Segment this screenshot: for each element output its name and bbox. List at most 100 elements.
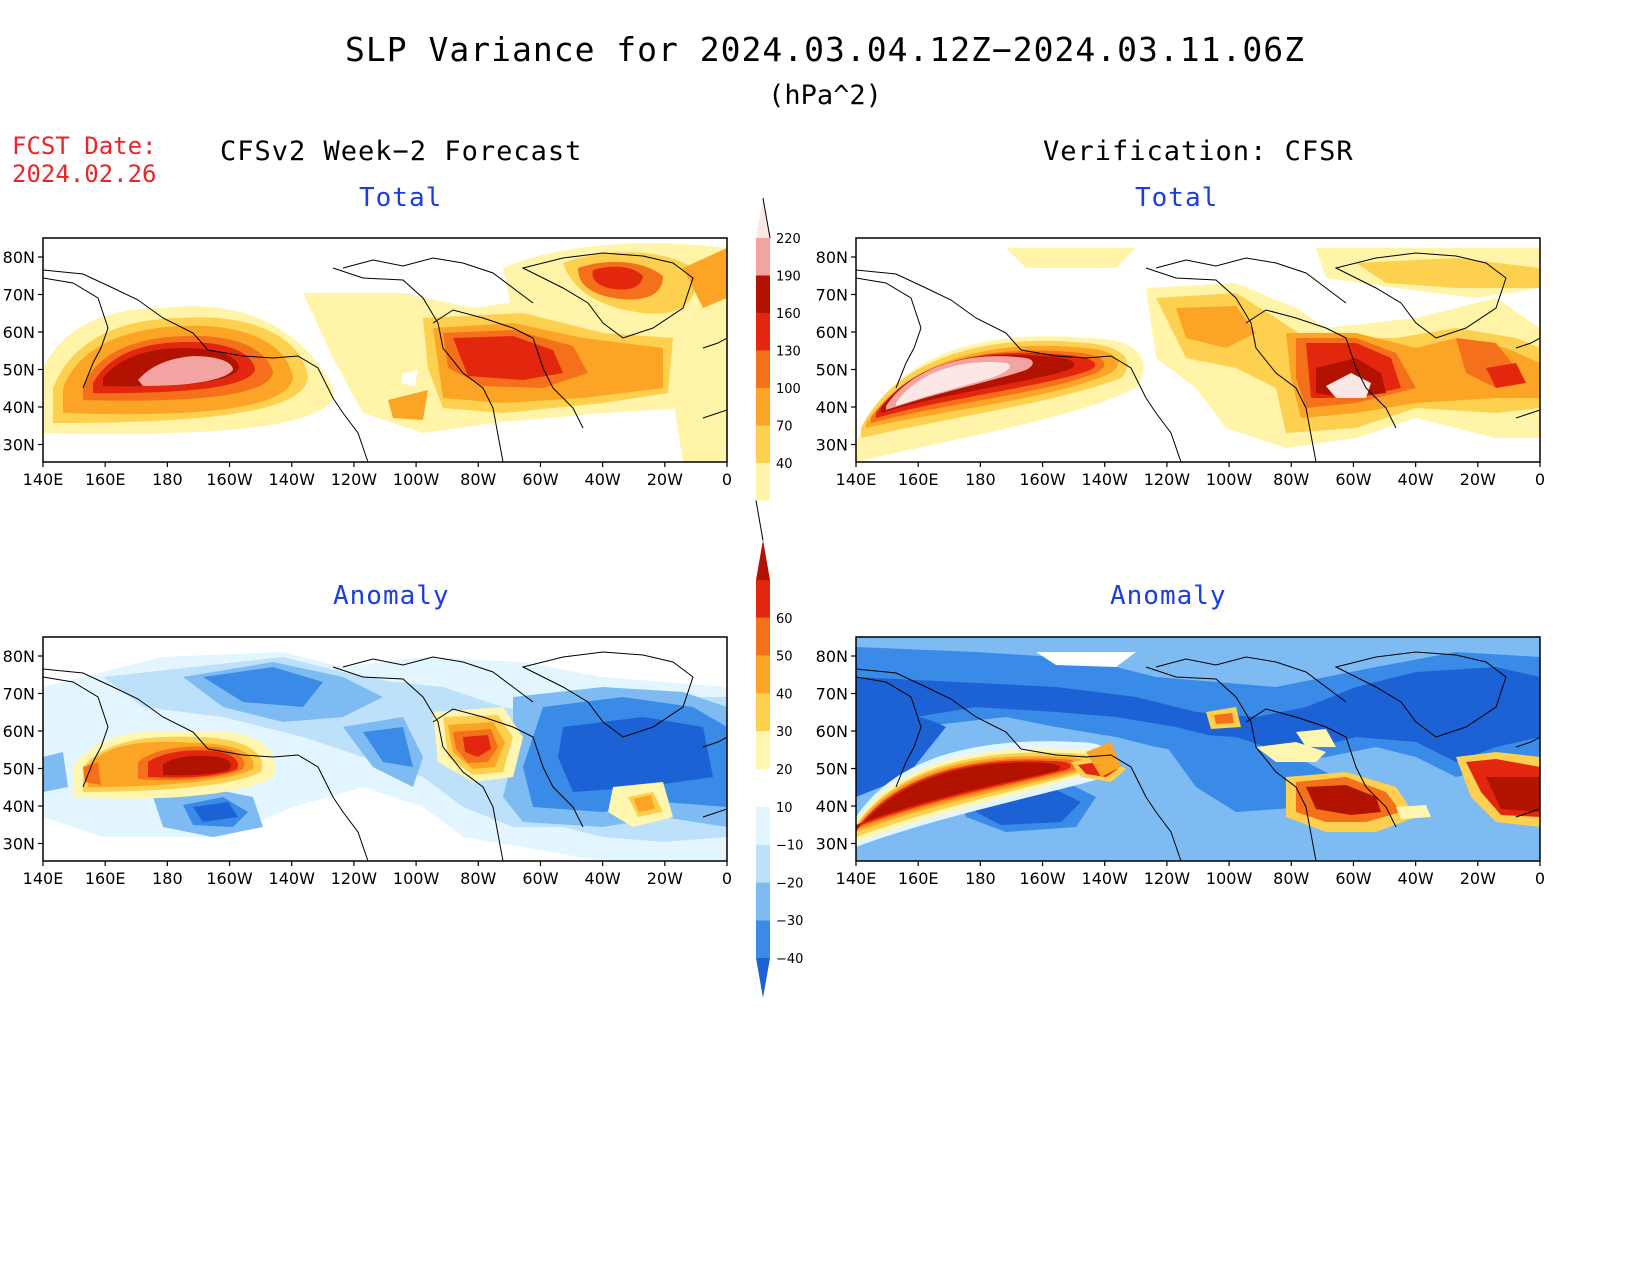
colorbar-total-label: 160 — [776, 307, 801, 322]
forecast-total-lon-label: 160W — [206, 470, 253, 489]
forecast-total-lat-label: 50N — [3, 361, 35, 380]
forecast-anomaly-lat-label: 30N — [3, 835, 35, 854]
forecast-total-lat-label: 80N — [3, 248, 35, 267]
forecast-anomaly-lon-label: 40W — [585, 869, 621, 888]
verification-anomaly-lon-label: 140E — [836, 869, 877, 888]
colorbar-anomaly-swatch — [756, 580, 770, 618]
verification-total-lon-label: 60W — [1335, 470, 1371, 489]
verification-total-lon-label: 180 — [965, 470, 996, 489]
forecast-anomaly-map: 140E 160E 180 160W 140W 120W 100W 80W 60W 40W 20W 0… — [3, 636, 732, 888]
verification-anomaly-lon-label: 80W — [1273, 869, 1309, 888]
fcst-date-value: 2024.02.26 — [12, 160, 157, 188]
verification-total-lon-label: 40W — [1398, 470, 1434, 489]
colorbar-anomaly-swatch — [756, 806, 770, 845]
forecast-anomaly-lat-label: 80N — [3, 647, 35, 666]
colorbar-anomaly-swatch — [756, 882, 770, 921]
colorbar-total-swatch — [756, 238, 770, 276]
colorbar-total-label: 130 — [776, 345, 801, 360]
forecast-anomaly-lon-label: 100W — [393, 869, 440, 888]
forecast-total-title: Total — [359, 183, 443, 213]
colorbar-total-swatch — [756, 350, 770, 388]
verification-total-map: 140E 160E 180 160W 140W 120W 100W 80W 60W 40W 20W 0… — [816, 237, 1545, 489]
colorbar-anomaly-swatch — [756, 769, 770, 807]
forecast-anomaly-lon-label: 160W — [206, 869, 253, 888]
verification-anomaly-lon-label: 20W — [1460, 869, 1496, 888]
colorbar-anomaly-label: −10 — [776, 839, 803, 854]
forecast-total-lon-label: 0 — [722, 470, 732, 489]
forecast-column-header: CFSv2 Week−2 Forecast — [220, 136, 583, 167]
forecast-total-lon-label: 140E — [23, 470, 64, 489]
total-colorbar: 40 70 100 130 160 190 220 — [755, 197, 801, 541]
forecast-total-lat-label: 40N — [3, 398, 35, 417]
forecast-anomaly-lon-label: 60W — [522, 869, 558, 888]
units-label: (hPa^2) — [768, 80, 882, 111]
forecast-anomaly-field — [43, 637, 727, 861]
colorbar-total-label: 220 — [776, 232, 801, 247]
fcst-date-label: FCST Date: — [12, 132, 157, 160]
colorbar-anomaly-swatch — [756, 693, 770, 732]
verification-anomaly-lat-label: 70N — [816, 685, 848, 704]
verification-total-lon-label: 160E — [898, 470, 939, 489]
verification-anomaly-lat-label: 80N — [816, 647, 848, 666]
anomaly-colorbar: −40 −30 −20 −10 10 20 30 40 50 60 — [756, 540, 803, 998]
verification-anomaly-field — [856, 637, 1540, 861]
verification-anomaly-lon-label: 120W — [1144, 869, 1191, 888]
verification-total-lat-label: 40N — [816, 398, 848, 417]
forecast-anomaly-lat-label: 70N — [3, 685, 35, 704]
verification-anomaly-lon-label: 180 — [965, 869, 996, 888]
forecast-total-lon-label: 120W — [331, 470, 378, 489]
verification-total-lon-label: 160W — [1019, 470, 1066, 489]
colorbar-anomaly-label: −40 — [776, 952, 803, 967]
forecast-anomaly-title: Anomaly — [333, 581, 450, 611]
colorbar-total-swatch — [756, 388, 770, 426]
colorbar-total-label: 70 — [776, 420, 793, 435]
colorbar-anomaly-label: −30 — [776, 914, 803, 929]
colorbar-total-label: 100 — [776, 382, 801, 397]
forecast-total-lat-label: 60N — [3, 323, 35, 342]
colorbar-total-swatch — [756, 275, 770, 313]
forecast-anomaly-lat-label: 60N — [3, 722, 35, 741]
forecast-total-map: 140E 160E 180 160W 140W 120W 100W 80W 60W 40W 20W 0… — [3, 237, 732, 489]
verification-total-lon-label: 100W — [1206, 470, 1253, 489]
colorbar-anomaly-swatch — [756, 844, 770, 883]
verification-anomaly-lat-label: 30N — [816, 835, 848, 854]
forecast-total-lon-label: 60W — [522, 470, 558, 489]
verification-anomaly-map: 140E 160E 180 160W 140W 120W 100W 80W 60W 40W 20W 0… — [816, 636, 1545, 888]
verification-anomaly-lon-label: 160E — [898, 869, 939, 888]
forecast-anomaly-lat-label: 40N — [3, 797, 35, 816]
verification-anomaly-lon-label: 160W — [1019, 869, 1066, 888]
verification-total-lon-label: 140W — [1082, 470, 1129, 489]
colorbar-total-swatch — [756, 313, 770, 351]
verification-anomaly-lon-label: 60W — [1335, 869, 1371, 888]
verification-total-lat-label: 80N — [816, 248, 848, 267]
forecast-anomaly-lon-label: 140E — [23, 869, 64, 888]
colorbar-anomaly-label: 10 — [776, 801, 793, 816]
colorbar-anomaly-label: 60 — [776, 612, 793, 627]
colorbar-anomaly-swatch — [756, 920, 770, 958]
colorbar-total-swatch — [756, 463, 770, 501]
colorbar-total-label: 40 — [776, 457, 793, 472]
colorbar-total-swatch — [756, 198, 770, 238]
verification-total-lat-label: 30N — [816, 436, 848, 455]
forecast-anomaly-lon-label: 140W — [269, 869, 316, 888]
verification-total-lon-label: 20W — [1460, 470, 1496, 489]
forecast-anomaly-lat-label: 50N — [3, 760, 35, 779]
verification-anomaly-lon-label: 100W — [1206, 869, 1253, 888]
figure-title: SLP Variance for 2024.03.04.12Z−2024.03.… — [345, 30, 1305, 69]
forecast-total-lat-label: 30N — [3, 436, 35, 455]
verification-total-lat-label: 50N — [816, 361, 848, 380]
colorbar-anomaly-label: 50 — [776, 650, 793, 665]
colorbar-anomaly-label: 40 — [776, 687, 793, 702]
verification-total-lon-label: 80W — [1273, 470, 1309, 489]
verification-total-lon-label: 140E — [836, 470, 877, 489]
colorbar-anomaly-label: 20 — [776, 763, 793, 778]
colorbar-anomaly-swatch — [756, 958, 770, 998]
colorbar-anomaly-label: −20 — [776, 876, 803, 891]
forecast-total-lon-label: 160E — [85, 470, 126, 489]
forecast-anomaly-lon-label: 0 — [722, 869, 732, 888]
verification-total-field — [856, 238, 1540, 462]
forecast-total-lon-label: 180 — [152, 470, 183, 489]
verification-anomaly-lon-label: 140W — [1082, 869, 1129, 888]
colorbar-total-swatch — [756, 425, 770, 463]
